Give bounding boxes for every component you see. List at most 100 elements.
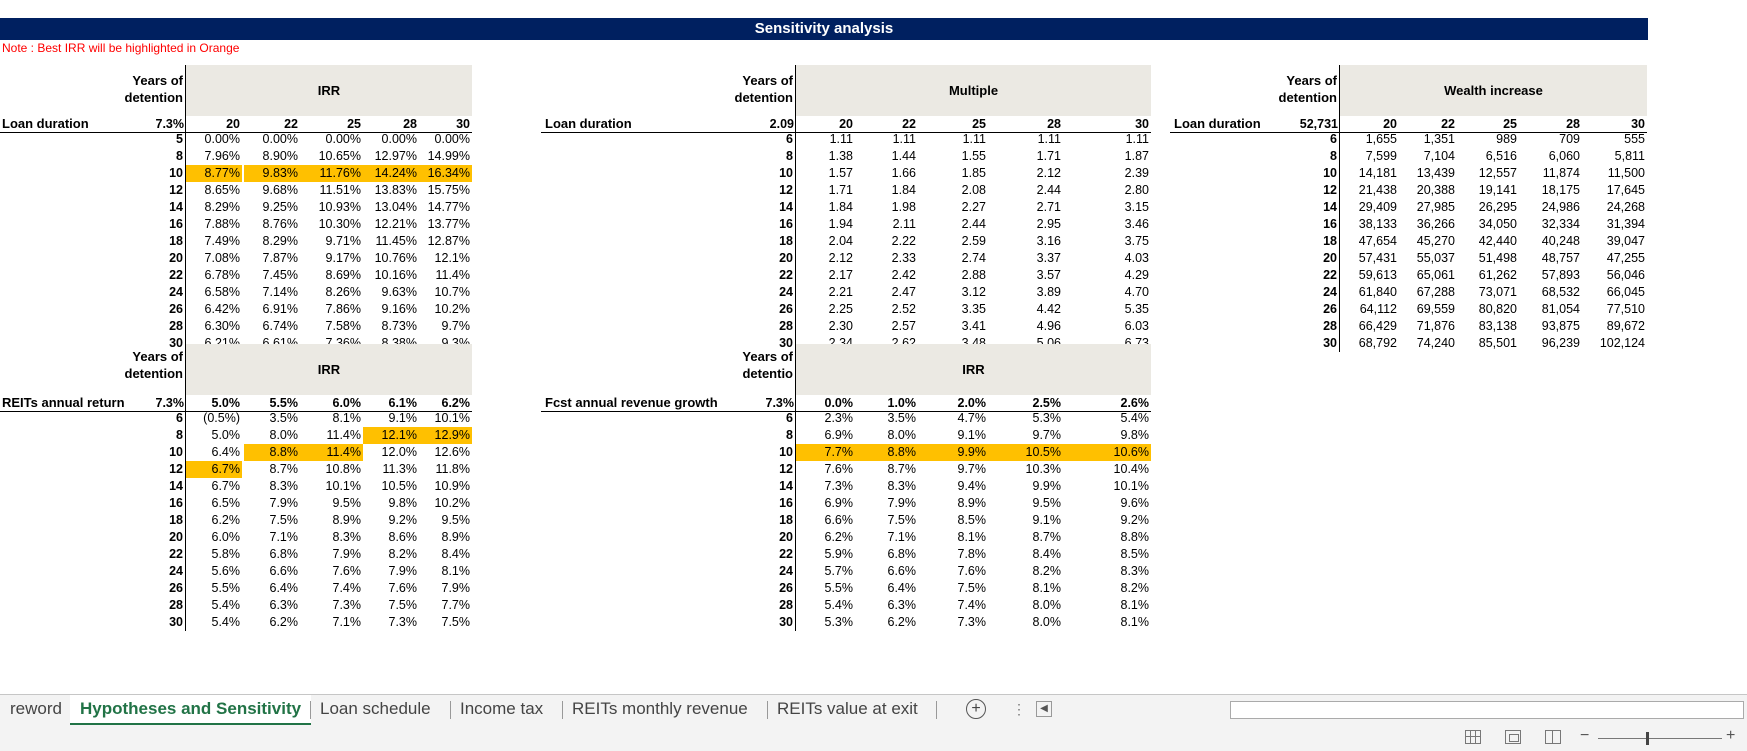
table-cell[interactable]: 5.9%: [824, 547, 854, 561]
row-key[interactable]: 14: [118, 478, 186, 495]
table-cell[interactable]: 4.96: [1036, 319, 1061, 333]
column-header[interactable]: 6.1%: [388, 396, 418, 410]
row-key[interactable]: 20: [720, 250, 796, 267]
table-cell[interactable]: 3.16: [1036, 234, 1061, 248]
table-cell[interactable]: 57,431: [1358, 251, 1397, 265]
table-cell[interactable]: 5.5%: [211, 581, 241, 595]
column-header[interactable]: 2.0%: [957, 396, 987, 410]
row-key[interactable]: 8: [720, 427, 796, 444]
table-cell[interactable]: 21,438: [1358, 183, 1397, 197]
bottom-corner-value[interactable]: 7.3%: [765, 396, 795, 410]
table-cell[interactable]: 2.44: [1036, 183, 1061, 197]
table-cell[interactable]: 10.65%: [318, 149, 361, 163]
row-key[interactable]: 12: [118, 182, 186, 199]
table-cell[interactable]: 8.76%: [262, 217, 298, 231]
table-cell[interactable]: 1.44: [891, 149, 916, 163]
table-cell[interactable]: 9.8%: [388, 496, 418, 510]
table-cell[interactable]: 11,500: [1607, 166, 1645, 180]
table-cell[interactable]: 9.7%: [957, 462, 987, 476]
table-cell[interactable]: 1.11: [1037, 132, 1061, 146]
table-cell[interactable]: 7.3%: [388, 615, 418, 629]
table-cell[interactable]: 3.89: [1036, 285, 1061, 299]
row-key[interactable]: 10: [720, 444, 796, 461]
table-cell[interactable]: 2.47: [891, 285, 916, 299]
column-header[interactable]: 30: [1135, 117, 1149, 131]
table-cell[interactable]: 3.35: [961, 302, 986, 316]
table-cell[interactable]: 8.1%: [1120, 615, 1150, 629]
table-cell[interactable]: 29,409: [1358, 200, 1397, 214]
table-cell[interactable]: 47,255: [1606, 251, 1645, 265]
table-cell[interactable]: 8.4%: [1032, 547, 1062, 561]
table-cell[interactable]: 5.0%: [211, 428, 241, 442]
table-cell[interactable]: 2.22: [891, 234, 916, 248]
table-cell[interactable]: 81,054: [1541, 302, 1580, 316]
table-cell[interactable]: 7.3%: [332, 598, 362, 612]
spreadsheet-grid[interactable]: Sensitivity analysis Note : Best IRR wil…: [0, 0, 1747, 694]
table-cell[interactable]: 2.95: [1036, 217, 1061, 231]
table-cell[interactable]: 5.4%: [1120, 411, 1150, 425]
row-key[interactable]: 12: [720, 182, 796, 199]
table-cell[interactable]: 6.3%: [887, 598, 917, 612]
table-cell[interactable]: 1.11: [892, 132, 916, 146]
highlighted-cell[interactable]: 11.4%: [300, 444, 363, 461]
table-cell[interactable]: 6.8%: [887, 547, 917, 561]
table-cell[interactable]: 0.00%: [381, 132, 417, 146]
table-cell[interactable]: 8.29%: [204, 200, 240, 214]
highlighted-cell[interactable]: 12.9%: [419, 427, 472, 444]
row-key[interactable]: 5: [118, 131, 186, 148]
table-cell[interactable]: 8.26%: [325, 285, 361, 299]
column-header[interactable]: 5.0%: [211, 396, 241, 410]
column-header[interactable]: 22: [902, 117, 916, 131]
row-key[interactable]: 14: [720, 478, 796, 495]
table-cell[interactable]: 6.2%: [824, 530, 854, 544]
table-cell[interactable]: 3.46: [1124, 217, 1149, 231]
table-cell[interactable]: 40,248: [1541, 234, 1580, 248]
table-cell[interactable]: 6.78%: [204, 268, 240, 282]
tab-reits-monthly-revenue[interactable]: REITs monthly revenue: [572, 699, 748, 718]
row-key[interactable]: 28: [1264, 318, 1340, 335]
table-cell[interactable]: 7.9%: [388, 564, 418, 578]
column-header[interactable]: 20: [1383, 117, 1397, 131]
table-cell[interactable]: 3.37: [1036, 251, 1061, 265]
table-cell[interactable]: 12,557: [1478, 166, 1517, 180]
highlighted-cell[interactable]: 9.9%: [918, 444, 988, 461]
highlighted-cell[interactable]: 7.7%: [796, 444, 855, 461]
table-cell[interactable]: 10.5%: [381, 479, 417, 493]
table-cell[interactable]: 7.9%: [441, 581, 471, 595]
table-cell[interactable]: 0.00%: [262, 132, 298, 146]
table-cell[interactable]: 5.7%: [824, 564, 854, 578]
table-cell[interactable]: 10.4%: [1113, 462, 1149, 476]
table-cell[interactable]: 9.1%: [388, 411, 418, 425]
row-key[interactable]: 24: [720, 563, 796, 580]
table-cell[interactable]: 73,071: [1478, 285, 1517, 299]
table-cell[interactable]: 8.1%: [441, 564, 471, 578]
table-cell[interactable]: 6.91%: [262, 302, 298, 316]
row-key[interactable]: 18: [118, 512, 186, 529]
table-cell[interactable]: 7.5%: [388, 598, 418, 612]
table-cell[interactable]: 7.45%: [262, 268, 298, 282]
highlighted-cell[interactable]: 14.24%: [363, 165, 419, 182]
row-key[interactable]: 20: [720, 529, 796, 546]
row-key[interactable]: 14: [720, 199, 796, 216]
table-cell[interactable]: 8.0%: [887, 428, 917, 442]
table-cell[interactable]: 10.7%: [434, 285, 470, 299]
table-cell[interactable]: 8.0%: [1032, 615, 1062, 629]
table-cell[interactable]: 8.5%: [1120, 547, 1150, 561]
table-cell[interactable]: 7.08%: [204, 251, 240, 265]
table-cell[interactable]: 64,112: [1359, 302, 1397, 316]
table-cell[interactable]: 5.5%: [824, 581, 854, 595]
table-cell[interactable]: 8.3%: [1120, 564, 1150, 578]
table-cell[interactable]: 6.2%: [269, 615, 299, 629]
table-cell[interactable]: 6.9%: [824, 496, 854, 510]
row-key[interactable]: 16: [118, 495, 186, 512]
tab-reword[interactable]: reword: [10, 699, 62, 718]
table-cell[interactable]: 1.11: [1125, 132, 1149, 146]
table-cell[interactable]: 7.88%: [204, 217, 240, 231]
table-cell[interactable]: 9.7%: [441, 319, 471, 333]
table-cell[interactable]: 61,840: [1358, 285, 1397, 299]
table-cell[interactable]: 8.5%: [957, 513, 987, 527]
table-cell[interactable]: 85,501: [1478, 336, 1517, 350]
table-cell[interactable]: 6.6%: [887, 564, 917, 578]
column-header[interactable]: 25: [347, 117, 361, 131]
table-cell[interactable]: 5.3%: [1032, 411, 1062, 425]
